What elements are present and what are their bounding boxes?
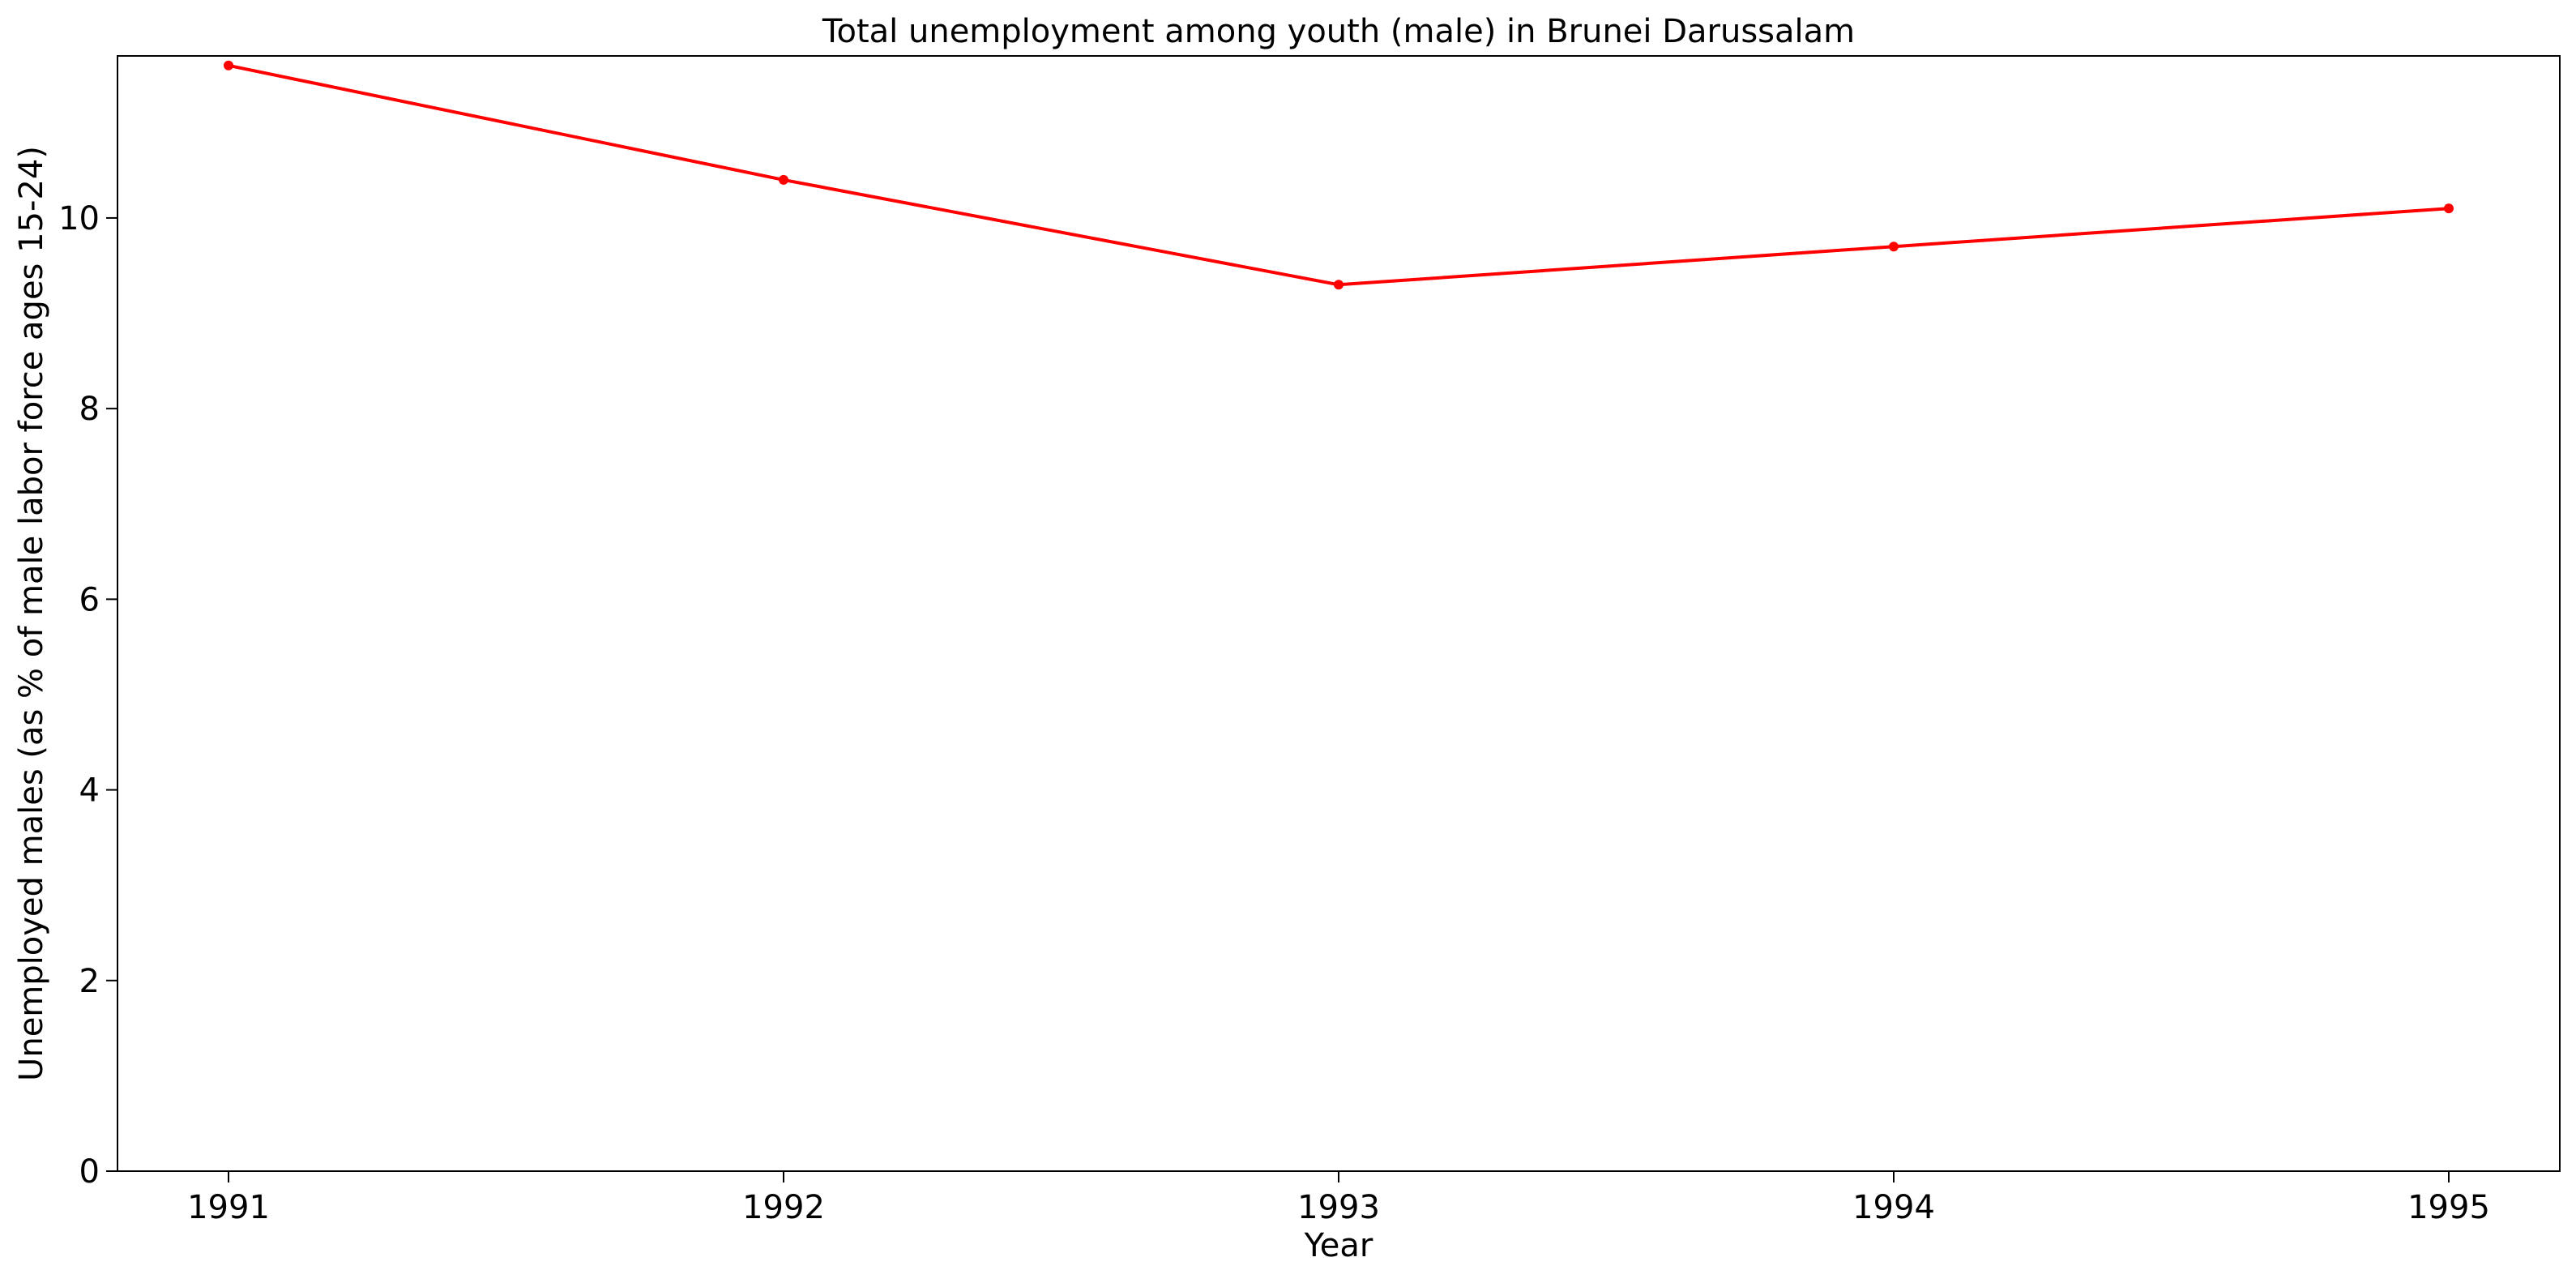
y-tick-label: 0 — [79, 1153, 100, 1191]
data-point — [1334, 280, 1344, 290]
data-point — [1889, 242, 1899, 252]
chart-title: Total unemployment among youth (male) in… — [822, 13, 1855, 50]
x-tick-label: 1992 — [742, 1189, 825, 1226]
series-line — [228, 63, 2450, 287]
x-tick-label: 1993 — [1297, 1189, 1380, 1226]
y-tick-label: 6 — [79, 581, 100, 618]
y-tick-label: 2 — [79, 963, 100, 1000]
x-tick-label: 1995 — [2407, 1189, 2490, 1226]
plot-area-frame — [117, 55, 2561, 1172]
y-tick-label: 8 — [79, 391, 100, 428]
series-layer — [224, 60, 2454, 290]
x-tick-label: 1994 — [1852, 1189, 1935, 1226]
x-axis-label: Year — [1304, 1227, 1373, 1264]
y-tick-label: 10 — [58, 200, 100, 237]
data-point — [224, 60, 233, 71]
data-point — [779, 174, 788, 185]
data-point — [2444, 203, 2454, 214]
y-axis: 0 2 4 6 8 10 — [58, 200, 117, 1191]
y-tick-label: 4 — [79, 772, 100, 810]
x-axis: 1991 1992 1993 1994 1995 — [187, 1171, 2490, 1226]
y-axis-label: Unemployed males (as % of male labor for… — [13, 146, 50, 1081]
x-tick-label: 1991 — [187, 1189, 270, 1226]
